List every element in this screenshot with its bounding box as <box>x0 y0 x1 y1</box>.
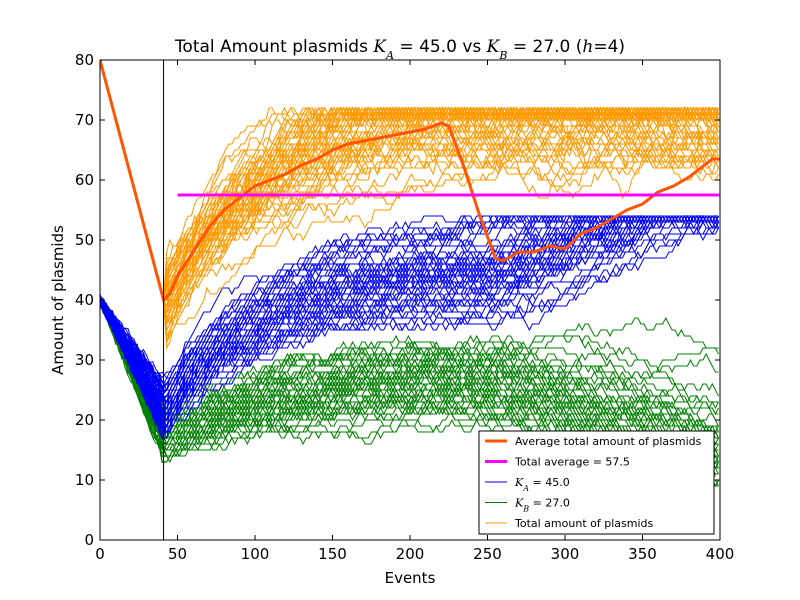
kb-trajectory <box>100 303 719 469</box>
y-axis-label: Amount of plasmids <box>49 225 67 375</box>
x-tick-label: 350 <box>628 545 657 563</box>
legend-label: Total average = 57.5 <box>514 456 630 469</box>
x-tick-label: 400 <box>706 545 735 563</box>
ka-trajectory <box>100 215 719 429</box>
legend-label: Total amount of plasmids <box>514 517 653 530</box>
legend-label: Average total amount of plasmids <box>515 435 702 448</box>
title-part: K <box>372 37 387 57</box>
x-ticks: 0 50 100 150 200 250 300 350 400 <box>95 60 734 563</box>
ka-trajectory <box>100 214 719 440</box>
title-part: = 45.0 vs <box>394 37 487 57</box>
chart-title: Total Amount plasmids KA = 45.0 vs KB = … <box>174 37 625 62</box>
total-trajectory <box>163 106 719 320</box>
y-tick-label: 70 <box>75 111 94 129</box>
total-trajectory <box>163 118 719 301</box>
legend-label: KA = 45.0 <box>514 476 570 493</box>
y-tick-label: 30 <box>75 351 94 369</box>
ka-trajectory <box>100 215 719 414</box>
legend-label: KB = 27.0 <box>514 497 570 514</box>
total-trajectory <box>163 118 719 301</box>
kb-trajectory <box>100 299 719 457</box>
y-ticks: 0 10 20 30 40 50 60 70 80 <box>75 51 720 549</box>
kb-trajectory <box>100 302 719 409</box>
legend-box <box>478 430 715 535</box>
x-tick-label: 100 <box>241 545 270 563</box>
title-part: K <box>486 37 501 57</box>
kb-trajectory <box>100 303 719 445</box>
total-trajectory <box>163 106 719 301</box>
y-tick-label: 10 <box>75 471 94 489</box>
legend-value: = 45.0 <box>529 476 570 489</box>
x-axis-label: Events <box>385 569 436 587</box>
title-part: Total Amount plasmids <box>174 37 373 57</box>
x-tick-label: 150 <box>318 545 347 563</box>
total-trajectory <box>163 119 719 320</box>
total-trajectory <box>163 136 719 301</box>
x-tick-label: 200 <box>396 545 425 563</box>
title-part: =4) <box>593 37 625 57</box>
y-tick-label: 50 <box>75 231 94 249</box>
legend: Average total amount of plasmids Total av… <box>478 430 715 535</box>
ka-trajectory <box>100 215 719 427</box>
y-tick-label: 40 <box>75 291 94 309</box>
average-line <box>100 60 720 303</box>
x-tick-label: 250 <box>473 545 502 563</box>
y-tick-label: 20 <box>75 411 94 429</box>
title-part: A <box>385 49 394 62</box>
average-series-group <box>100 60 720 303</box>
y-tick-label: 0 <box>84 531 94 549</box>
ka-trajectory <box>100 215 617 406</box>
total-trajectory <box>163 125 719 301</box>
legend-value: = 27.0 <box>529 497 570 510</box>
y-tick-label: 80 <box>75 51 94 69</box>
total-trajectory <box>163 106 719 301</box>
legend-sub: A <box>522 484 529 493</box>
legend-math: K <box>514 497 524 510</box>
x-tick-label: 50 <box>168 545 187 563</box>
x-tick-label: 0 <box>95 545 105 563</box>
x-tick-label: 300 <box>551 545 580 563</box>
y-tick-label: 60 <box>75 171 94 189</box>
legend-math: K <box>514 476 524 489</box>
title-part: B <box>498 49 507 62</box>
title-part: = 27.0 ( <box>507 37 582 57</box>
title-part: h <box>582 37 593 57</box>
total-trajectory <box>163 124 481 301</box>
legend-sub: B <box>522 504 529 513</box>
total-trajectory <box>163 106 338 301</box>
